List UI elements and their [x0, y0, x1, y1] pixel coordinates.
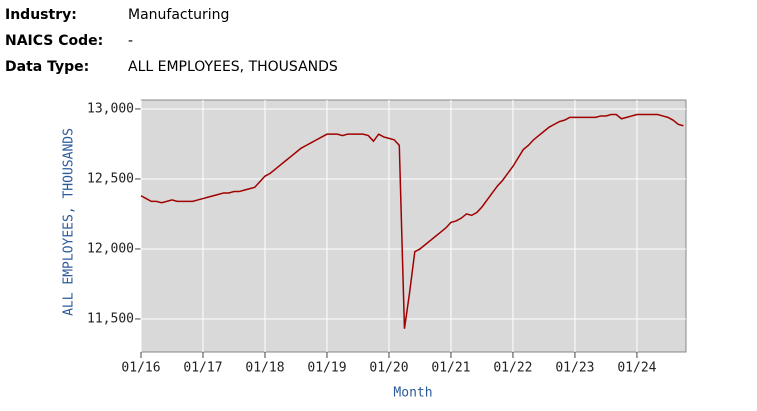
x-tick-label: 01/24 — [617, 361, 656, 376]
y-tick-label: 12,000 — [87, 241, 134, 256]
field-value: - — [128, 33, 133, 49]
x-tick-label: 01/18 — [245, 361, 284, 376]
y-tick-label: 13,000 — [87, 101, 134, 116]
x-tick-label: 01/16 — [121, 361, 160, 376]
x-tick-label: 01/20 — [369, 361, 408, 376]
y-axis-title: ALL EMPLOYEES, THOUSANDS — [62, 128, 77, 316]
field-label: NAICS Code: — [5, 33, 103, 49]
x-tick-label: 01/23 — [555, 361, 594, 376]
data-line — [140, 113, 684, 329]
x-tick-label: 01/17 — [183, 361, 222, 376]
field-value: ALL EMPLOYEES, THOUSANDS — [128, 59, 338, 75]
y-tick-label: 12,500 — [87, 171, 134, 186]
plot-area — [140, 99, 687, 353]
x-axis-title: Month — [393, 386, 432, 401]
x-tick-label: 01/19 — [307, 361, 346, 376]
field-value: Manufacturing — [128, 7, 229, 23]
y-tick-label: 11,500 — [87, 311, 134, 326]
x-tick-label: 01/21 — [431, 361, 470, 376]
field-label: Data Type: — [5, 59, 89, 75]
x-tick-label: 01/22 — [493, 361, 532, 376]
field-label: Industry: — [5, 7, 77, 23]
